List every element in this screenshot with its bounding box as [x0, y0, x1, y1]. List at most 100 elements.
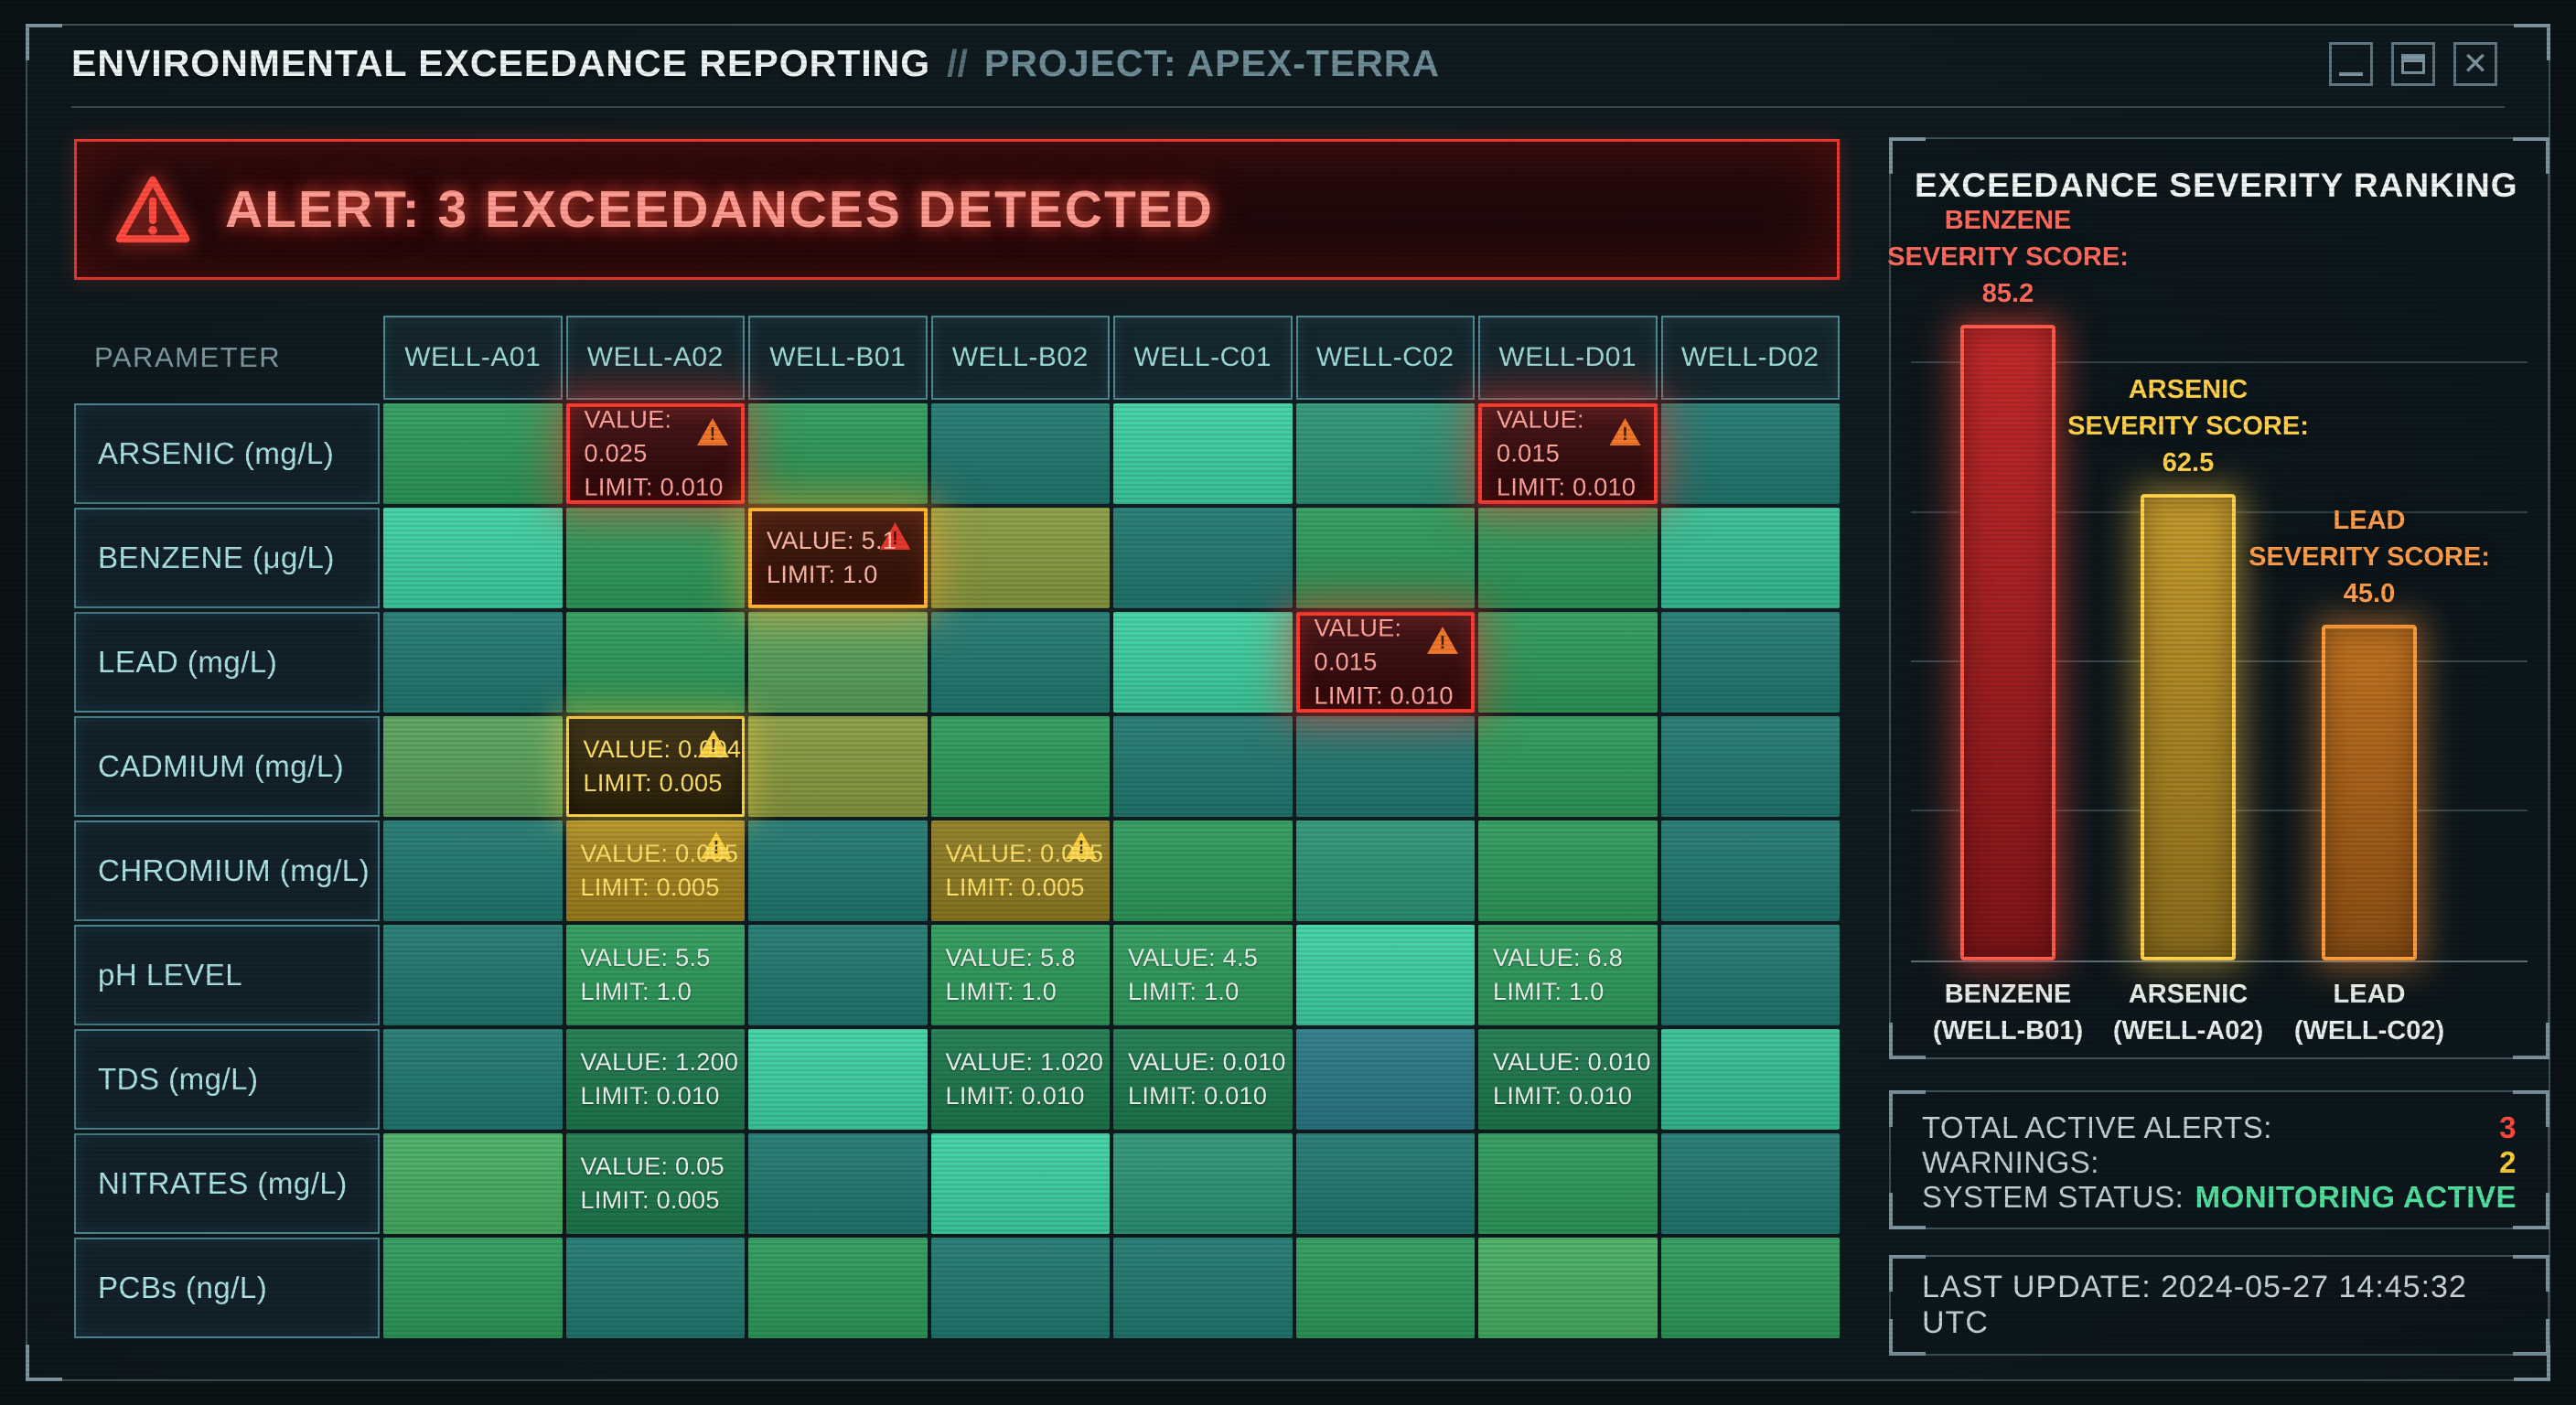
status-value: 2 — [2499, 1145, 2517, 1179]
grid-cell[interactable] — [1478, 508, 1658, 608]
grid-cell[interactable] — [930, 403, 1110, 504]
grid-cell[interactable] — [565, 508, 745, 608]
grid-cell[interactable]: VALUE: 1.020 LIMIT: 0.010 — [930, 1029, 1110, 1130]
grid-cell[interactable] — [383, 1029, 563, 1130]
grid-cell[interactable] — [383, 612, 563, 713]
grid-cell[interactable]: VALUE: 5.5 LIMIT: 1.0 — [565, 925, 745, 1025]
grid-cell[interactable] — [1478, 612, 1658, 713]
close-button[interactable]: ✕ — [2453, 42, 2497, 86]
grid-cell[interactable] — [1295, 1133, 1475, 1234]
parameter-header: PARAMETER — [94, 341, 282, 373]
grid-cell[interactable] — [1478, 716, 1658, 817]
column-header: WELL-B02 — [930, 316, 1110, 400]
grid-cell[interactable] — [383, 1133, 563, 1234]
grid-cell[interactable] — [930, 508, 1110, 608]
status-row: WARNINGS: 2 — [1922, 1145, 2517, 1180]
maximize-button[interactable] — [2391, 42, 2435, 86]
grid-cell[interactable] — [1113, 1238, 1293, 1338]
grid-cell[interactable] — [930, 1238, 1110, 1338]
grid-cell[interactable] — [748, 1238, 928, 1338]
grid-cell[interactable]: VALUE: 0.010 LIMIT: 0.010 — [1478, 1029, 1658, 1130]
grid-cell[interactable] — [1295, 508, 1475, 608]
grid-cell[interactable]: VALUE: 6.8 LIMIT: 1.0 — [1478, 925, 1658, 1025]
grid-cell[interactable]: VALUE: 5.8 LIMIT: 1.0 — [930, 925, 1110, 1025]
grid-cell[interactable] — [748, 1133, 928, 1234]
cell-reading: VALUE: 0.010 LIMIT: 0.010 — [1128, 1048, 1286, 1110]
grid-cell[interactable] — [1660, 1133, 1840, 1234]
grid-cell[interactable] — [383, 403, 563, 504]
grid-cell[interactable] — [930, 612, 1110, 713]
grid-cell[interactable] — [383, 820, 563, 921]
severity-x-labels: BENZENE (WELL-B01) ARSENIC (WELL-A02) LEAD (W… — [1911, 976, 2528, 1058]
severity-bar — [2141, 494, 2236, 960]
grid-cell[interactable] — [748, 403, 928, 504]
grid-cell[interactable] — [383, 716, 563, 817]
grid-cell[interactable] — [930, 716, 1110, 817]
grid-cell[interactable] — [383, 1238, 563, 1338]
grid-cell[interactable]: VALUE: 1.200 LIMIT: 0.010 — [565, 1029, 745, 1130]
title-divider — [71, 106, 2505, 108]
grid-cell[interactable] — [1295, 925, 1475, 1025]
grid-cell[interactable] — [383, 508, 563, 608]
parameter-label: LEAD (mg/L) — [74, 612, 380, 713]
grid-cell[interactable] — [1478, 820, 1658, 921]
alert-text: ALERT: 3 EXCEEDANCES DETECTED — [225, 180, 1214, 239]
column-header: WELL-D01 — [1478, 316, 1658, 400]
status-label: SYSTEM STATUS: — [1922, 1180, 2184, 1214]
grid-cell[interactable] — [748, 612, 928, 713]
severity-plot: BENZENE SEVERITY SCORE: 85.2 ARSENIC SEVERIT… — [1887, 206, 2528, 962]
grid-cell[interactable]: VALUE: 0.010 LIMIT: 0.010 — [1113, 1029, 1293, 1130]
grid-cell[interactable] — [748, 1029, 928, 1130]
grid-cell[interactable] — [748, 925, 928, 1025]
grid-cell[interactable] — [1113, 1133, 1293, 1234]
grid-cell[interactable] — [930, 1133, 1110, 1234]
grid-cell[interactable] — [383, 925, 563, 1025]
grid-cell[interactable] — [1660, 508, 1840, 608]
grid-cell[interactable] — [565, 1238, 745, 1338]
status-label: TOTAL ACTIVE ALERTS: — [1922, 1110, 2272, 1144]
grid-cell[interactable] — [1660, 1029, 1840, 1130]
grid-cell[interactable] — [1660, 403, 1840, 504]
cell-reading: VALUE: 5.8 LIMIT: 1.0 — [945, 944, 1076, 1005]
grid-cell[interactable]: VALUE: 0.05 LIMIT: 0.005 — [565, 1133, 745, 1234]
grid-cell[interactable] — [1113, 403, 1293, 504]
window-title: ENVIRONMENTAL EXCEEDANCE REPORTING — [71, 41, 931, 84]
grid-cell[interactable] — [1113, 716, 1293, 817]
grid-cell[interactable] — [748, 716, 928, 817]
grid-cell[interactable] — [1295, 716, 1475, 817]
grid-cell[interactable] — [1295, 403, 1475, 504]
grid-cell[interactable] — [1113, 508, 1293, 608]
grid-cell[interactable] — [1478, 1238, 1658, 1338]
grid-cell[interactable] — [1660, 716, 1840, 817]
grid-cell[interactable] — [1660, 612, 1840, 713]
cell-reading: VALUE: 4.5 LIMIT: 1.0 — [1128, 944, 1259, 1005]
grid-cell[interactable] — [1660, 925, 1840, 1025]
grid-cell[interactable] — [1295, 1238, 1475, 1338]
grid-cell[interactable] — [748, 820, 928, 921]
grid-cell[interactable] — [565, 612, 745, 713]
grid-cell[interactable] — [1660, 820, 1840, 921]
cell-reading: VALUE: 5.5 LIMIT: 1.0 — [580, 944, 711, 1005]
update-panel: LAST UPDATE: 2024-05-27 14:45:32 UTC — [1889, 1255, 2549, 1356]
parameter-label: TDS (mg/L) — [74, 1029, 380, 1130]
bar-x-label: BENZENE (WELL-B01) — [1932, 980, 2084, 1046]
severity-bar — [2322, 624, 2417, 960]
grid-cell[interactable] — [1478, 1133, 1658, 1234]
grid-cell[interactable] — [1113, 820, 1293, 921]
grid-cell[interactable] — [1295, 1029, 1475, 1130]
parameter-label: CHROMIUM (mg/L) — [74, 820, 380, 921]
grid-cell[interactable] — [1113, 612, 1293, 713]
minimize-button[interactable] — [2329, 42, 2373, 86]
grid-cell[interactable]: VALUE: 4.5 LIMIT: 1.0 — [1113, 925, 1293, 1025]
grid-cell[interactable] — [1660, 1238, 1840, 1338]
severity-bar — [1960, 325, 2055, 960]
cell-reading: VALUE: 0.015 LIMIT: 0.010 — [1314, 614, 1454, 710]
grid-cell[interactable] — [1295, 820, 1475, 921]
